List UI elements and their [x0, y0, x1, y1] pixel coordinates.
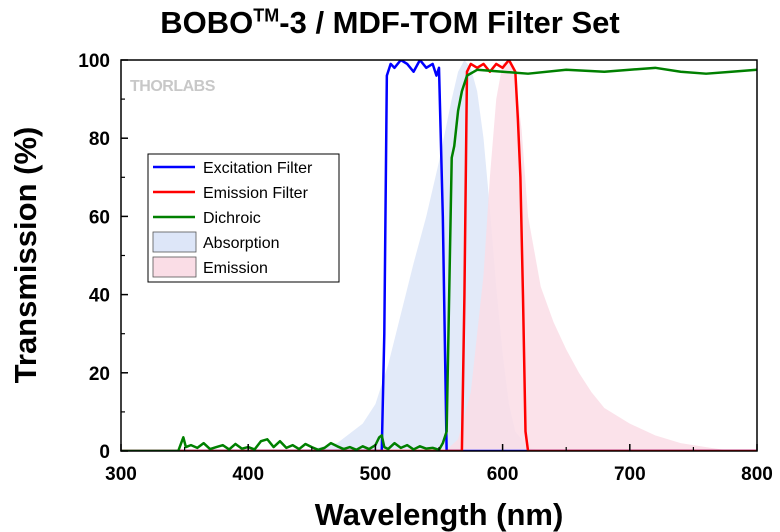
line-dichroic — [121, 66, 757, 451]
y-tick-label: 0 — [99, 442, 110, 463]
legend-label: Dichroic — [203, 210, 261, 227]
y-tick-label: 60 — [89, 207, 110, 228]
legend-label: Emission Filter — [203, 185, 309, 202]
legend-label: Excitation Filter — [203, 160, 313, 177]
area-emission — [445, 60, 732, 451]
x-tick-label: 400 — [232, 464, 264, 485]
y-axis-title: Transmission (%) — [8, 127, 43, 384]
x-tick-label: 500 — [360, 464, 392, 485]
area-series-layer — [286, 60, 732, 451]
line-series-layer — [121, 60, 757, 451]
y-tick-label: 80 — [89, 129, 110, 150]
y-tick-label: 100 — [78, 51, 110, 72]
thorlabs-watermark: THORLABS — [130, 78, 216, 95]
x-tick-label: 600 — [487, 464, 519, 485]
y-tick-label: 20 — [89, 364, 110, 385]
chart-title: BOBOTM-3 / MDF-TOM Filter Set — [160, 5, 620, 40]
y-tick-label: 40 — [89, 286, 110, 307]
x-axis-title: Wavelength (nm) — [315, 497, 564, 532]
axis-ticks: 300 400 500 600 700 800 0 20 40 60 80 100 — [78, 51, 773, 485]
legend-label: Emission — [203, 260, 268, 277]
line-emission-filter — [121, 60, 757, 451]
legend-swatch-emission — [152, 256, 197, 278]
legend: Excitation Filter Emission Filter Dichroic… — [147, 153, 340, 283]
x-tick-label: 800 — [741, 464, 773, 485]
legend-label: Absorption — [203, 235, 280, 252]
x-tick-label: 300 — [105, 464, 137, 485]
x-tick-label: 700 — [614, 464, 646, 485]
line-excitation-filter — [121, 60, 757, 451]
legend-swatch-absorption — [152, 231, 197, 253]
